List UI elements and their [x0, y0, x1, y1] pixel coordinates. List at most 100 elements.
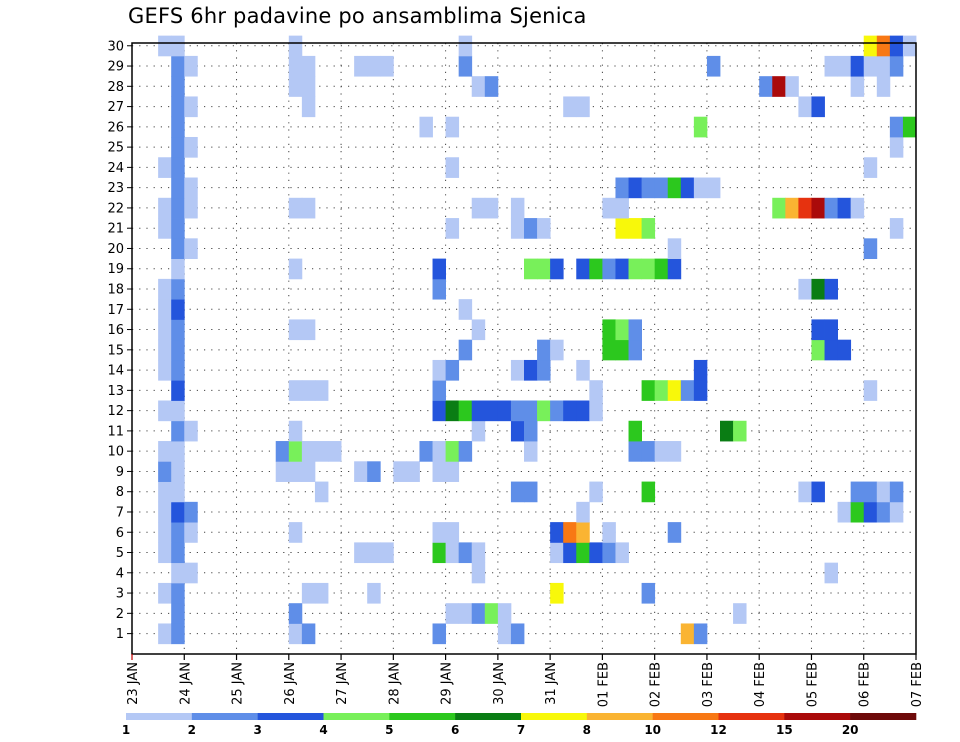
heatmap-cell: [314, 481, 329, 503]
colorbar-tick-label: 3: [253, 723, 261, 737]
heatmap-cell: [171, 116, 185, 138]
heatmap-cell: [576, 542, 590, 564]
colorbar-swatch: [784, 713, 851, 720]
heatmap-cell: [171, 501, 185, 523]
heatmap-cell: [589, 542, 603, 564]
heatmap-cell: [524, 441, 538, 462]
heatmap-cell: [641, 481, 656, 503]
heatmap-cell: [889, 501, 904, 523]
heatmap-cell: [550, 400, 564, 422]
y-tick-label: 11: [107, 424, 124, 439]
chart-title: GEFS 6hr padavine po ansamblima Sjenica: [128, 4, 587, 28]
heatmap-cell: [158, 582, 172, 604]
y-tick-label: 3: [116, 587, 124, 602]
heatmap-cell: [524, 481, 538, 503]
heatmap-cell: [288, 461, 303, 482]
heatmap-cell: [301, 76, 316, 97]
heatmap-cell: [171, 522, 185, 543]
heatmap-cell: [158, 35, 172, 57]
heatmap-cell: [184, 238, 198, 260]
heatmap-cell: [432, 380, 446, 401]
heatmap-cell: [667, 177, 682, 199]
heatmap-cell: [301, 197, 316, 219]
heatmap-cell: [837, 197, 852, 219]
heatmap-cell: [158, 623, 172, 645]
heatmap-cell: [524, 420, 538, 442]
heatmap-cell: [171, 299, 185, 320]
heatmap-cell: [445, 461, 460, 482]
heatmap-cell: [550, 542, 564, 564]
y-tick-label: 20: [107, 242, 124, 257]
heatmap-cell: [432, 542, 446, 564]
heatmap-cell: [471, 400, 486, 422]
heatmap-cell: [602, 197, 616, 219]
heatmap-cell: [314, 380, 329, 401]
x-tick-label: 24 JAN: [178, 662, 193, 705]
colorbar-swatch: [191, 713, 258, 720]
heatmap-cell: [706, 55, 721, 77]
x-tick-label: 07 FEB: [910, 662, 925, 707]
heatmap-cell: [576, 501, 590, 523]
heatmap-cell: [876, 76, 891, 97]
heatmap-cell: [706, 177, 721, 199]
y-tick-label: 2: [116, 607, 124, 622]
heatmap-cell: [537, 218, 551, 239]
heatmap-cell: [537, 339, 551, 361]
heatmap-cell: [288, 55, 303, 77]
heatmap-cell: [876, 481, 891, 503]
heatmap-cell: [863, 157, 878, 178]
heatmap-cell: [301, 461, 316, 482]
x-tick-label: 26 JAN: [283, 662, 298, 705]
y-tick-label: 13: [107, 384, 124, 399]
y-tick-label: 26: [107, 120, 124, 135]
heatmap-cell: [576, 522, 590, 543]
heatmap-cell: [824, 319, 838, 341]
heatmap-cell: [171, 542, 185, 564]
heatmap-cell: [458, 441, 473, 462]
heatmap-cell: [589, 258, 603, 280]
heatmap-cell: [733, 603, 747, 624]
heatmap-cell: [576, 400, 590, 422]
heatmap-cell: [876, 35, 891, 57]
heatmap-cell: [863, 55, 878, 77]
heatmap-cell: [458, 603, 473, 624]
heatmap-cell: [602, 319, 616, 341]
y-tick-label: 6: [116, 526, 124, 541]
heatmap-cell: [288, 197, 303, 219]
heatmap-cell: [563, 522, 577, 543]
heatmap-cell: [445, 542, 460, 564]
heatmap-cell: [354, 542, 368, 564]
heatmap-cell: [615, 319, 629, 341]
heatmap-cell: [158, 157, 172, 178]
heatmap-cell: [484, 603, 499, 624]
heatmap-cell: [171, 218, 185, 239]
heatmap-cell: [419, 441, 433, 462]
heatmap-cell: [445, 441, 460, 462]
colorbar-swatch: [257, 713, 324, 720]
heatmap-cell: [288, 76, 303, 97]
heatmap-cell: [171, 441, 185, 462]
heatmap-cell: [432, 258, 446, 280]
heatmap-cell: [171, 177, 185, 199]
heatmap-cell: [158, 501, 172, 523]
heatmap-cell: [458, 55, 473, 77]
colorbar: 1 2 3 4 5 6 7 8 10 12 15 20: [122, 713, 917, 737]
heatmap-cell: [693, 623, 708, 645]
heatmap-cell: [432, 461, 446, 482]
heatmap-cell: [288, 420, 303, 442]
heatmap-cell: [876, 55, 891, 77]
heatmap-cell: [576, 258, 590, 280]
x-axis-ticks: 23 JAN 24 JAN 25 JAN 26 JAN 27 JAN 28 JAN 29 J…: [126, 654, 925, 707]
colorbar-tick-label: 12: [710, 723, 727, 737]
y-tick-label: 7: [116, 505, 124, 520]
heatmap-cell: [811, 481, 825, 503]
heatmap-cell: [445, 522, 460, 543]
heatmap-cell: [615, 197, 629, 219]
heatmap-cell: [510, 481, 525, 503]
heatmap-cell: [811, 339, 825, 361]
heatmap-cell: [628, 218, 642, 239]
colorbar-tick-label: 20: [842, 723, 859, 737]
heatmap-cell: [380, 55, 394, 77]
heatmap-cell: [171, 35, 185, 57]
colorbar-tick-label: 5: [385, 723, 393, 737]
